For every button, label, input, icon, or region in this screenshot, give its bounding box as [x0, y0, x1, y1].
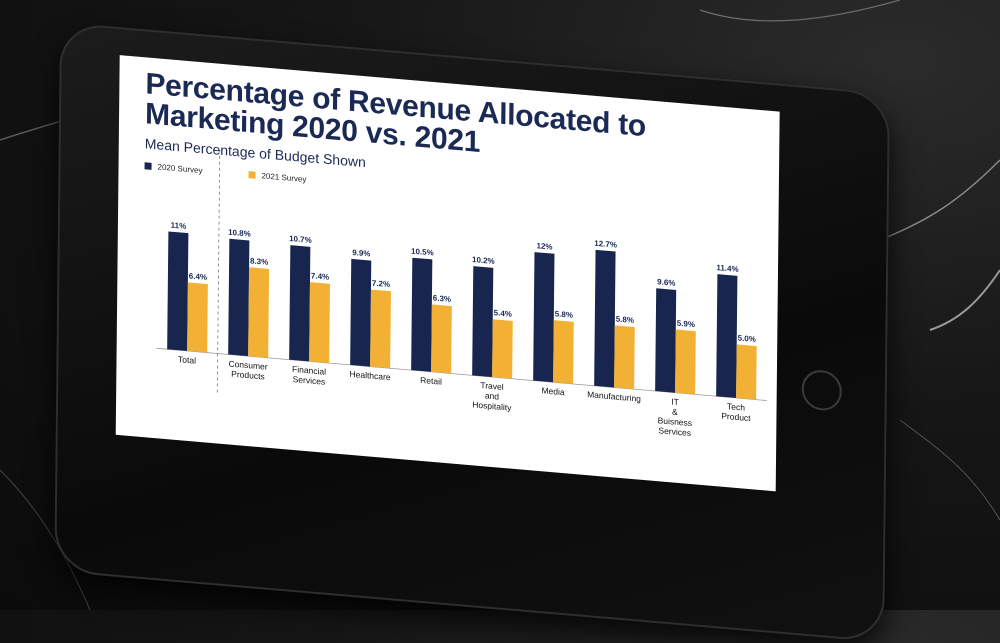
bar-total-2020-survey: [167, 231, 189, 351]
bar-chart: 11% 6.4% Total 10.8% 8.3% ConsumerProducts 10.…: [156, 149, 767, 438]
category-label-travel-and-hospitality: TravelandHospitality: [472, 379, 512, 412]
bar-consumer-products-2021-survey: [248, 267, 270, 358]
data-label-tech-product-2020-survey: 11.4%: [716, 263, 738, 274]
data-label-total-2021-survey: 6.4%: [189, 271, 207, 282]
data-label-total-2020-survey: 11%: [171, 221, 187, 231]
category-label-media: Media: [541, 385, 564, 397]
bar-travel-and-hospitality-2020-survey: [472, 266, 494, 378]
bar-consumer-products-2020-survey: [228, 238, 250, 357]
home-button[interactable]: [801, 368, 842, 412]
tablet-screen: Percentage of Revenue Allocated to Marke…: [115, 55, 780, 492]
bar-retail-2021-survey: [431, 304, 452, 374]
category-label-it-buisness-services: IT&BuisnessServices: [657, 395, 692, 438]
data-label-travel-and-hospitality-2020-survey: 10.2%: [472, 255, 495, 266]
total-divider: [216, 149, 221, 394]
category-label-manufacturing: Manufacturing: [587, 389, 641, 404]
bar-tech-product-2020-survey: [716, 274, 738, 398]
bar-it-buisness-services-2021-survey: [675, 329, 696, 395]
category-label-consumer-products: ConsumerProducts: [228, 358, 268, 381]
data-label-manufacturing-2020-survey: 12.7%: [594, 239, 617, 250]
data-label-media-2020-survey: 12%: [537, 241, 553, 251]
category-label-tech-product: TechProduct: [721, 401, 751, 424]
category-label-financial-services: FinancialServices: [292, 364, 326, 387]
bar-financial-services-2021-survey: [309, 282, 330, 364]
data-label-consumer-products-2021-survey: 8.3%: [250, 256, 268, 267]
bar-healthcare-2020-survey: [350, 258, 372, 367]
data-label-financial-services-2021-survey: 7.4%: [311, 271, 329, 282]
category-label-retail: Retail: [420, 375, 442, 387]
bar-manufacturing-2020-survey: [594, 249, 616, 388]
data-label-media-2021-survey: 5.8%: [555, 309, 573, 320]
data-label-tech-product-2021-survey: 5.0%: [738, 334, 756, 345]
bar-retail-2020-survey: [411, 257, 433, 372]
tablet-device: Percentage of Revenue Allocated to Marke…: [54, 22, 890, 643]
data-label-it-buisness-services-2021-survey: 5.9%: [677, 319, 695, 330]
bar-tech-product-2021-survey: [736, 344, 757, 400]
bar-healthcare-2021-survey: [370, 289, 391, 369]
data-label-it-buisness-services-2020-survey: 9.6%: [657, 277, 675, 288]
bar-total-2021-survey: [187, 282, 208, 353]
data-label-consumer-products-2020-survey: 10.8%: [228, 228, 251, 239]
bar-media-2020-survey: [533, 252, 555, 383]
data-label-healthcare-2021-survey: 7.2%: [372, 279, 390, 290]
bar-it-buisness-services-2020-survey: [655, 288, 677, 393]
data-label-healthcare-2020-survey: 9.9%: [352, 248, 370, 259]
bar-financial-services-2020-survey: [289, 245, 311, 362]
category-label-healthcare: Healthcare: [349, 369, 390, 383]
bar-manufacturing-2021-survey: [614, 325, 635, 390]
bar-media-2021-survey: [553, 320, 574, 384]
data-label-manufacturing-2021-survey: 5.8%: [616, 314, 634, 325]
data-label-retail-2020-survey: 10.5%: [411, 247, 434, 258]
data-label-retail-2021-survey: 6.3%: [433, 293, 451, 304]
data-label-travel-and-hospitality-2021-survey: 5.4%: [494, 308, 512, 319]
category-label-total: Total: [178, 354, 196, 366]
bar-travel-and-hospitality-2021-survey: [492, 319, 513, 379]
data-label-financial-services-2020-survey: 10.7%: [289, 234, 312, 245]
